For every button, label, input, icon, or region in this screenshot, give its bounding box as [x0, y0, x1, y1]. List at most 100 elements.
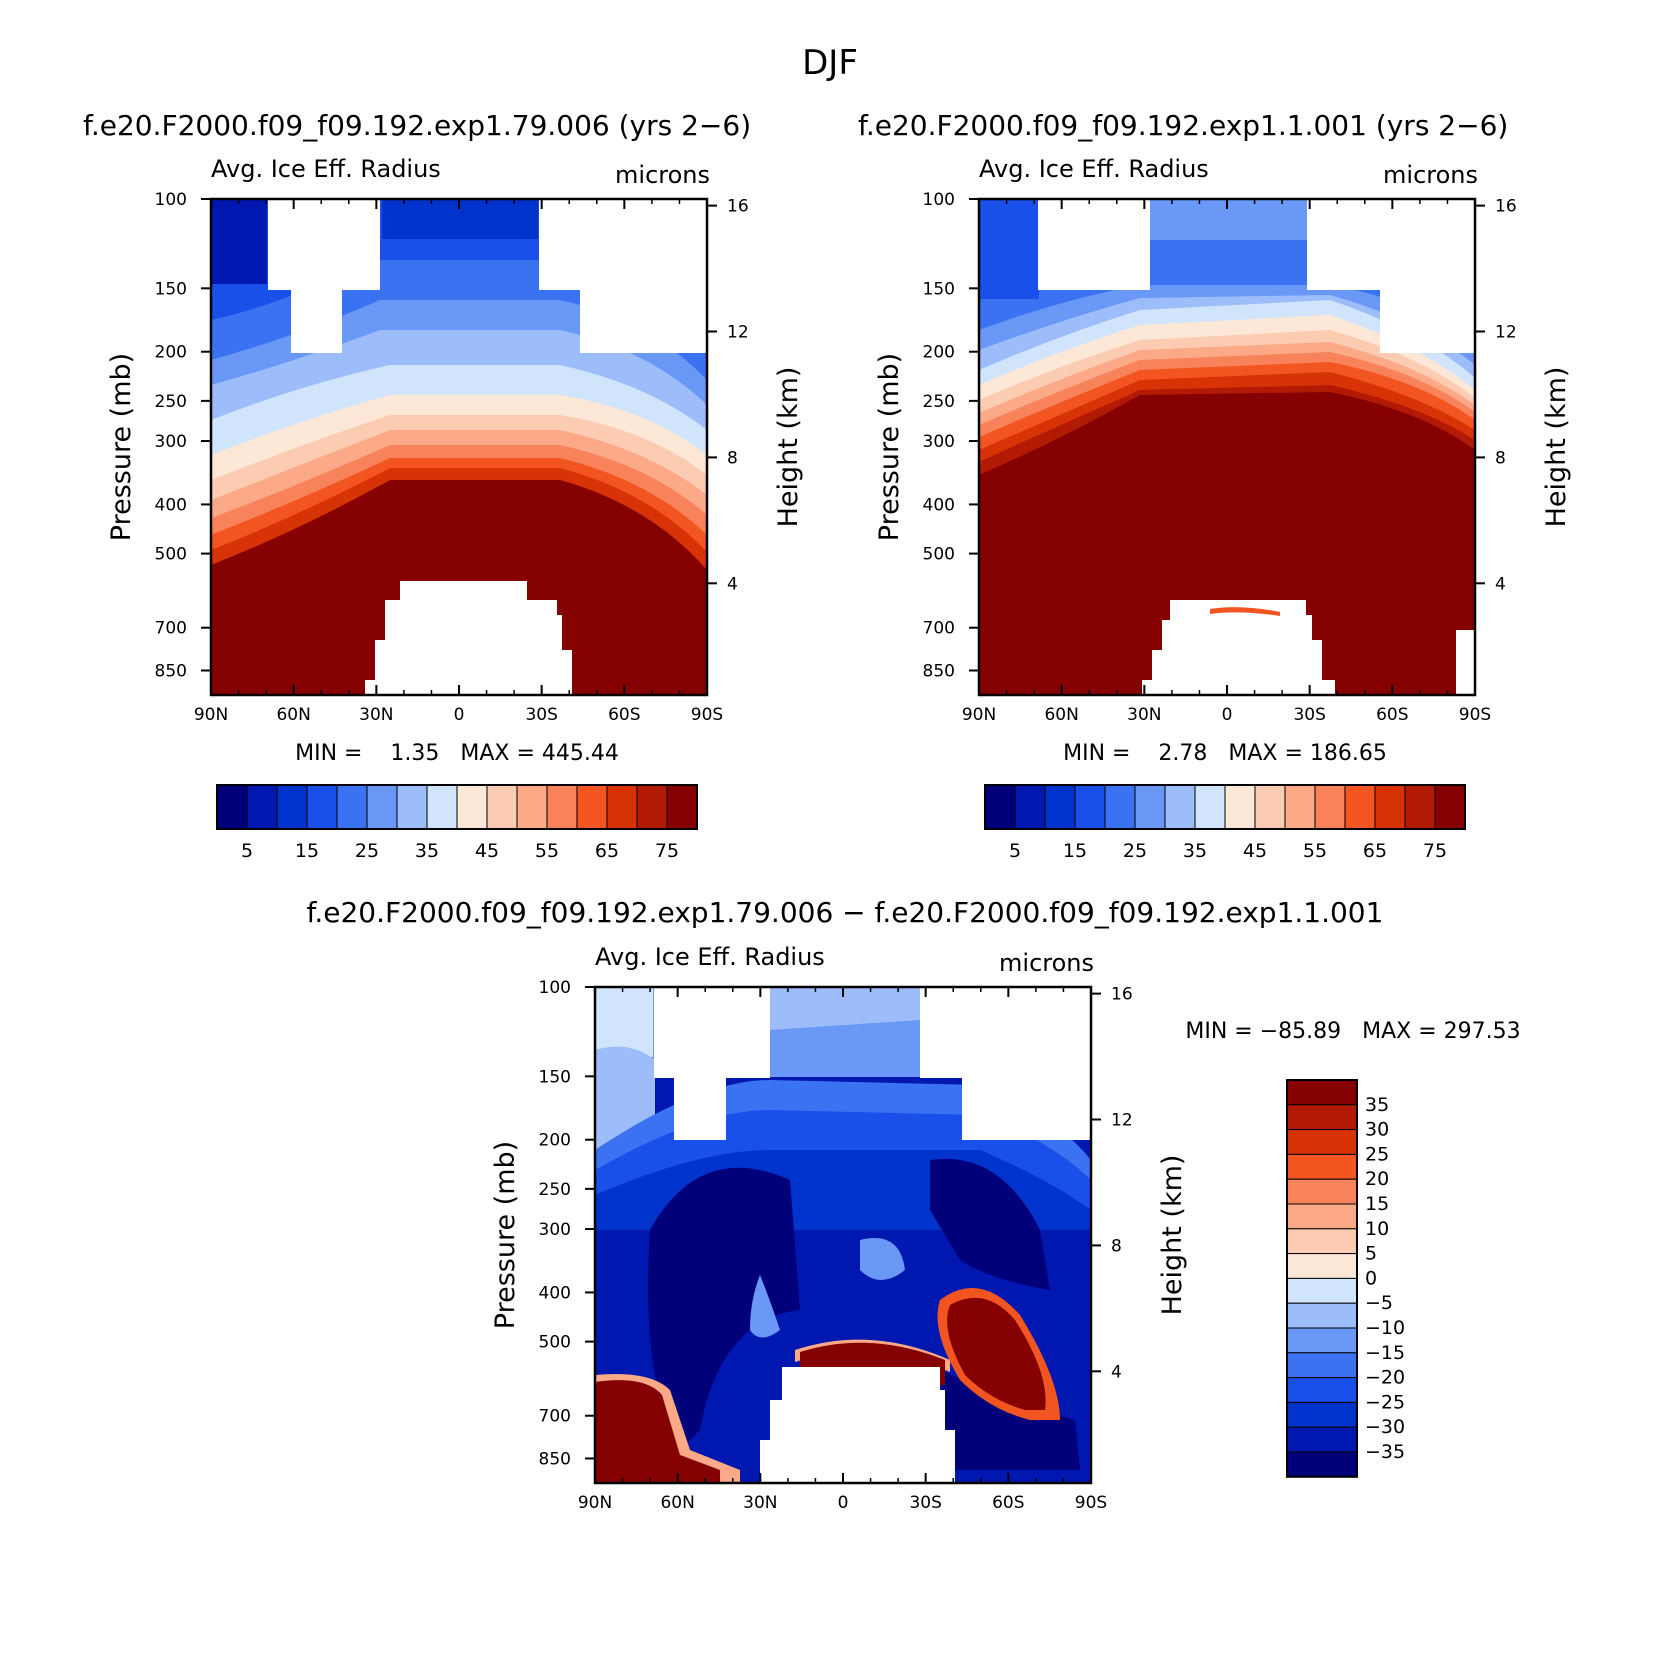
panel-a-variable-label: Avg. Ice Eff. Radius [211, 155, 441, 183]
colorbar-swatch [516, 784, 548, 830]
colorbar-label: 75 [1423, 840, 1447, 862]
y-tick-label: 200 [155, 343, 187, 363]
colorbar-swatch [1134, 784, 1166, 830]
colorbar-swatch [546, 784, 578, 830]
panel-b-plot-area [979, 199, 1475, 695]
panel-a: 90N 60N 30N 0 30S 60S 90S 100 150 200 250 300 400 500… [106, 155, 804, 862]
panel-a-colorbar: 5 15 25 35 45 55 65 75 [216, 784, 698, 862]
colorbar-label: 5 [241, 840, 253, 862]
panel-c-band [595, 987, 653, 1057]
colorbar-swatch [276, 784, 308, 830]
panel-b-axis-ticks: 90N 60N 30N 0 30S 60S 90S 100 150 200 250 300 400 500… [923, 190, 1517, 725]
y-tick-label: 850 [923, 661, 955, 681]
colorbar-swatch [1286, 1401, 1358, 1428]
x-tick-label: 30N [1127, 705, 1161, 725]
x-tick-label: 30S [1293, 705, 1325, 725]
y-tick-label: 700 [923, 619, 955, 639]
colorbar-label: 25 [1123, 840, 1147, 862]
panel-c-band [930, 1158, 1050, 1290]
y-tick-label: 250 [539, 1180, 571, 1200]
colorbar-swatch [1284, 784, 1316, 830]
y-right-tick-label: 4 [1111, 1362, 1122, 1382]
panel-b: 90N 60N 30N 0 30S 60S 90S 100 150 200 250 300 400 500… [874, 155, 1572, 862]
colorbar-label: 35 [1183, 840, 1207, 862]
panel-c-variable-label: Avg. Ice Eff. Radius [595, 943, 825, 971]
panel-c-plot-area [595, 987, 1091, 1483]
y-right-tick-label: 16 [1495, 197, 1517, 217]
y-tick-label: 100 [539, 978, 571, 998]
panel-b-y-right-axis-label: Height (km) [1541, 367, 1572, 528]
colorbar-swatch [1314, 784, 1346, 830]
x-tick-label: 0 [454, 705, 465, 725]
y-tick-label: 250 [155, 392, 187, 412]
x-tick-label: 0 [838, 1493, 849, 1513]
panel-b-missing-data [1307, 199, 1475, 353]
colorbar-swatch [1286, 1178, 1358, 1205]
y-right-tick-label: 8 [1111, 1236, 1122, 1256]
x-tick-label: 60N [276, 705, 310, 725]
panel-a-plot-area [211, 199, 707, 695]
colorbar-label: 35 [415, 840, 439, 862]
panel-a-minmax: MIN = 1.35 MAX = 445.44 [295, 741, 619, 766]
panel-a-y-axis-label: Pressure (mb) [106, 353, 137, 541]
colorbar-swatch [336, 784, 368, 830]
colorbar-swatch [216, 784, 248, 830]
panel-c-y-axis-label: Pressure (mb) [490, 1141, 521, 1329]
y-tick-label: 850 [155, 661, 187, 681]
colorbar-swatch [636, 784, 668, 830]
colorbar-swatch [984, 784, 1016, 830]
panel-c-y-right-axis-label: Height (km) [1157, 1155, 1188, 1316]
colorbar-label: −25 [1365, 1391, 1405, 1413]
panel-c-band [947, 1297, 1046, 1410]
x-tick-label: 90S [691, 705, 723, 725]
colorbar-frame [216, 784, 698, 830]
x-tick-label: 90N [962, 705, 996, 725]
y-tick-label: 500 [155, 545, 187, 565]
colorbar-swatch [1434, 784, 1466, 830]
colorbar-swatch [1224, 784, 1256, 830]
y-tick-label: 850 [539, 1449, 571, 1469]
panel-c-missing-data [920, 987, 1091, 1140]
colorbar-swatch [1286, 1352, 1358, 1379]
colorbar-label: 20 [1365, 1168, 1389, 1190]
y-right-tick-label: 4 [1495, 574, 1506, 594]
y-tick-label: 700 [155, 619, 187, 639]
colorbar-label: 45 [1243, 840, 1267, 862]
colorbar-swatch [1074, 784, 1106, 830]
panel-c-band [860, 1238, 905, 1280]
colorbar-swatch [246, 784, 278, 830]
panel-a-missing-data [268, 199, 380, 353]
colorbar-swatch [606, 784, 638, 830]
panel-b-missing-data [1038, 199, 1150, 290]
y-right-tick-label: 12 [1495, 323, 1517, 343]
y-tick-label: 100 [923, 190, 955, 210]
colorbar-swatch [1286, 1104, 1358, 1131]
panel-c-band [770, 987, 920, 1030]
y-tick-label: 300 [923, 432, 955, 452]
panel-c-band [595, 1380, 720, 1483]
colorbar-swatch [1014, 784, 1046, 830]
y-right-tick-label: 8 [1495, 448, 1506, 468]
colorbar-swatch [1286, 1079, 1358, 1106]
panel-b-band [1210, 607, 1280, 616]
panel-c-missing-data [760, 1367, 955, 1483]
colorbar-swatch [1404, 784, 1436, 830]
y-right-tick-label: 16 [727, 197, 749, 217]
y-tick-label: 700 [539, 1407, 571, 1427]
x-tick-label: 60N [1044, 705, 1078, 725]
panel-b-minmax: MIN = 2.78 MAX = 186.65 [1063, 741, 1387, 766]
panel-c-band [750, 1275, 780, 1338]
colorbar-swatch [1164, 784, 1196, 830]
colorbar-swatch [456, 784, 488, 830]
colorbar-frame [984, 784, 1466, 830]
colorbar-swatch [1286, 1277, 1358, 1304]
y-tick-label: 150 [923, 279, 955, 299]
x-tick-label: 90S [1459, 705, 1491, 725]
colorbar-swatch [486, 784, 518, 830]
colorbar-label: −5 [1365, 1292, 1393, 1314]
y-tick-label: 400 [923, 495, 955, 515]
x-tick-label: 90S [1075, 1493, 1107, 1513]
x-tick-label: 90N [194, 705, 228, 725]
colorbar-swatch [366, 784, 398, 830]
y-tick-label: 200 [539, 1131, 571, 1151]
